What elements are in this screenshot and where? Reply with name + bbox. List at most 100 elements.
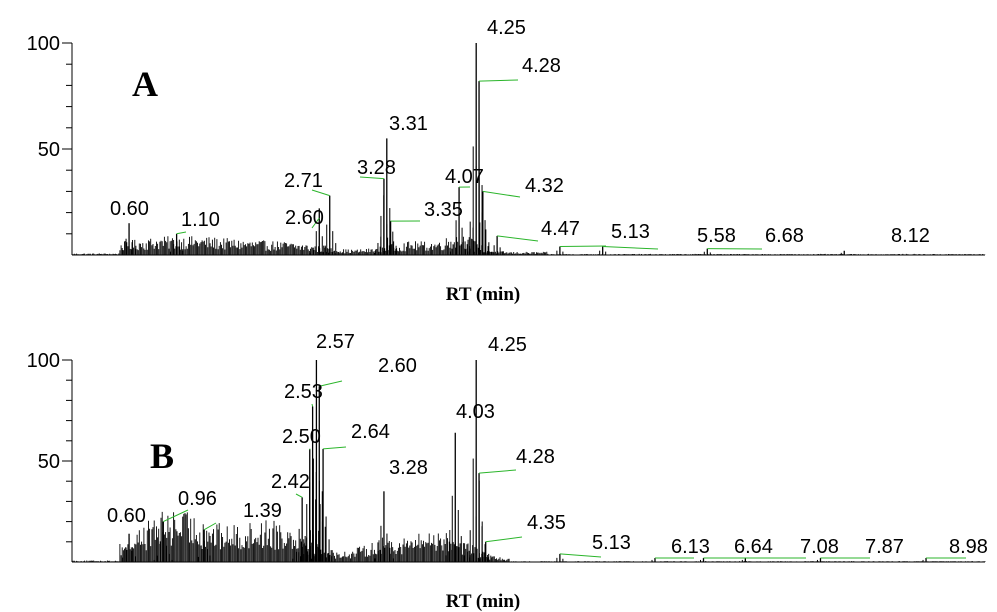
peak-2.60: [309, 386, 329, 562]
peak-leader-0.96: [163, 509, 189, 523]
peak-4.28: [469, 473, 489, 562]
peak-label-2.53: 2.53: [284, 381, 323, 403]
peak-labels-b: 0.60 0.96 1.39 2.42 2.50 2.53 2.57 2.60 2.64 3.28…: [107, 331, 988, 558]
chromatogram-trace-b: [71, 360, 986, 562]
peak-5.13: [556, 553, 564, 562]
peak-label-0.60: 0.60: [110, 198, 149, 220]
peak-leader-5.13: [559, 553, 602, 558]
peak-leader-4.35: [485, 536, 523, 543]
peak-label-2.71: 2.71: [284, 170, 323, 192]
peak-leader-2.42: [295, 493, 303, 498]
peak-4.35: [479, 541, 493, 562]
peak-3.28: [374, 491, 394, 562]
peak-label-6.13: 6.13: [671, 536, 710, 558]
x-axis-title-a: RT (min): [446, 284, 520, 305]
peak-label-4.25: 4.25: [487, 17, 526, 39]
peak-label-2.60: 2.60: [378, 355, 417, 377]
peak-label-5.13: 5.13: [592, 532, 631, 554]
peak-label-6.64: 6.64: [734, 536, 773, 558]
chromatogram-panel-a: 100 50 0.60 1.10 2.60 2.71 3.28 3.31 3.35 4.07 4.…: [27, 17, 986, 305]
chromatogram-panel-b: 100 50 0.60 0.96 1.39 2.42 2.50 2.53 2.57 2.60 2.…: [27, 331, 988, 612]
peak-4.47: [490, 235, 504, 255]
peak-leader-2.60: [319, 380, 343, 387]
peak-leader-4.47: [497, 235, 539, 242]
peak-leader-5.13: [559, 245, 607, 248]
peak-label-2.57: 2.57: [316, 331, 355, 353]
y-tick-label: 100: [27, 33, 60, 55]
panel-letter-a: A: [132, 64, 158, 104]
peak-leader-4.28: [479, 79, 519, 82]
peak-leader-2.53: [311, 403, 314, 407]
peak-leader-2.60: [311, 217, 320, 229]
peak-label-3.35: 3.35: [424, 199, 463, 221]
peak-leader-1.39: [203, 522, 217, 531]
peak-label-4.03: 4.03: [456, 401, 495, 423]
peak-2.71: [320, 195, 340, 255]
peak-leader-3.28: [359, 176, 384, 180]
peak-label-4.32: 4.32: [525, 175, 564, 197]
y-tick-label: 50: [38, 451, 60, 473]
peak-1.39: [197, 529, 211, 562]
peak-leader-1.10: [176, 231, 187, 235]
baseline-noise-trace: [71, 236, 986, 255]
peak-2.60: [309, 208, 329, 255]
peak-leader-5.58: [602, 246, 659, 250]
peak-label-3.31: 3.31: [389, 113, 428, 135]
peak-3.35: [384, 221, 398, 255]
peak-label-4.25: 4.25: [488, 334, 527, 356]
peak-6.64: [699, 557, 705, 562]
peak-label-7.87: 7.87: [865, 536, 904, 558]
peak-label-2.64: 2.64: [351, 421, 390, 443]
peak-label-1.39: 1.39: [243, 500, 282, 522]
peak-label-8.98: 8.98: [949, 536, 988, 558]
peak-leaders-a: [176, 79, 763, 250]
peak-0.96: [153, 521, 173, 562]
panel-letter-b: B: [150, 436, 174, 476]
peak-label-3.28: 3.28: [357, 157, 396, 179]
peak-label-2.60: 2.60: [285, 207, 324, 229]
peak-leader-4.32: [482, 190, 521, 198]
peak-label-4.07: 4.07: [445, 166, 484, 188]
peak-4.32: [473, 191, 493, 255]
peak-label-4.35: 4.35: [527, 512, 566, 534]
peak-0.60: [122, 223, 136, 255]
peak-label-2.50: 2.50: [282, 426, 321, 448]
peak-leader-2.64: [323, 446, 347, 450]
x-axis-title-b: RT (min): [446, 591, 520, 612]
peak-5.13: [556, 246, 564, 255]
peak-4.03: [445, 432, 465, 562]
peak-label-8.12: 8.12: [891, 225, 930, 247]
peak-5.58: [599, 246, 607, 255]
y-axis-b: 100 50: [27, 350, 985, 563]
peak-label-0.96: 0.96: [178, 488, 217, 510]
peak-labels-a: 0.60 1.10 2.60 2.71 3.28 3.31 3.35 4.07 4.25 4.28…: [110, 17, 930, 247]
peak-2.64: [313, 448, 333, 562]
peak-6.68: [703, 248, 711, 255]
peak-leader-4.28: [479, 469, 517, 474]
peak-2.42: [292, 497, 312, 562]
peak-0.60: [122, 533, 136, 562]
peak-7.87: [816, 557, 822, 562]
peak-2.53: [303, 406, 323, 562]
peak-label-7.08: 7.08: [800, 536, 839, 558]
y-axis-a: 100 50: [27, 33, 985, 256]
peak-label-6.68: 6.68: [765, 225, 804, 247]
peak-label-3.28: 3.28: [389, 457, 428, 479]
peak-label-5.58: 5.58: [697, 225, 736, 247]
peak-4.07: [449, 187, 469, 255]
peak-label-4.47: 4.47: [541, 218, 580, 240]
peak-3.31: [377, 138, 397, 255]
peak-label-5.13: 5.13: [611, 221, 650, 243]
peak-label-4.28: 4.28: [522, 55, 561, 77]
y-tick-label: 50: [38, 139, 60, 161]
peak-label-1.10: 1.10: [181, 209, 220, 231]
peak-label-4.28: 4.28: [516, 446, 555, 468]
peak-6.13: [651, 557, 656, 562]
peak-leaders-b: [163, 380, 967, 559]
peak-8.98: [922, 557, 927, 562]
peak-label-2.42: 2.42: [271, 471, 310, 493]
peak-1.10: [170, 233, 184, 255]
peak-leader-2.71: [311, 189, 330, 197]
peak-4.28: [469, 81, 489, 255]
